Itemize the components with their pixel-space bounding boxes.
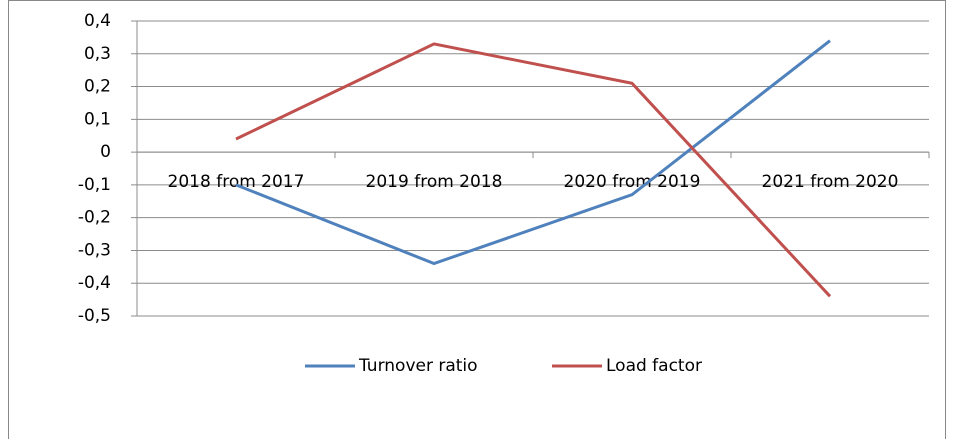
series-line (235, 42, 832, 298)
y-tick-label: -0,3 (78, 240, 111, 260)
x-tick-label: 2020 from 2019 (564, 172, 701, 192)
legend-label: Turnover ratio (358, 356, 478, 376)
chart-frame (8, 0, 946, 439)
y-tick-label: -0,4 (78, 273, 111, 293)
y-tick-label: 0,1 (84, 109, 111, 129)
x-tick-label: 2019 from 2018 (366, 172, 503, 192)
x-tick-label: 2021 from 2020 (762, 172, 899, 192)
y-tick-label: -0,2 (78, 208, 111, 228)
series-line (235, 39, 831, 266)
y-tick-label: 0 (100, 142, 111, 162)
y-tick-label: 0,2 (84, 77, 111, 97)
y-tick-label: -0,5 (78, 306, 111, 326)
y-tick-label: 0,3 (84, 44, 111, 64)
x-tick-label: 2018 from 2017 (168, 172, 305, 192)
legend-label: Load factor (606, 356, 702, 376)
y-tick-label: 0,4 (84, 11, 111, 31)
y-tick-label: -0,1 (78, 175, 111, 195)
